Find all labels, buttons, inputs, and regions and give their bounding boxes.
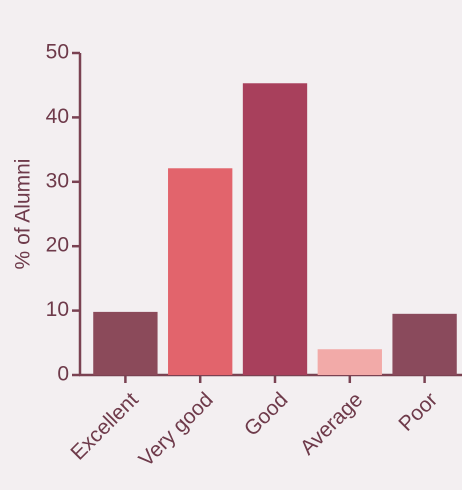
y-tick-label: 50 xyxy=(46,41,69,64)
bar xyxy=(392,313,457,375)
bar xyxy=(93,311,158,375)
y-tick-label: 0 xyxy=(57,363,69,386)
y-tick-label: 40 xyxy=(46,105,69,128)
y-tick-label: 20 xyxy=(46,234,69,257)
y-tick-label: 30 xyxy=(46,169,69,192)
bar xyxy=(168,168,233,375)
y-axis-label: % of Alumni xyxy=(12,159,35,270)
bar xyxy=(317,349,382,375)
bar xyxy=(242,83,308,375)
y-tick-label: 10 xyxy=(46,298,69,321)
